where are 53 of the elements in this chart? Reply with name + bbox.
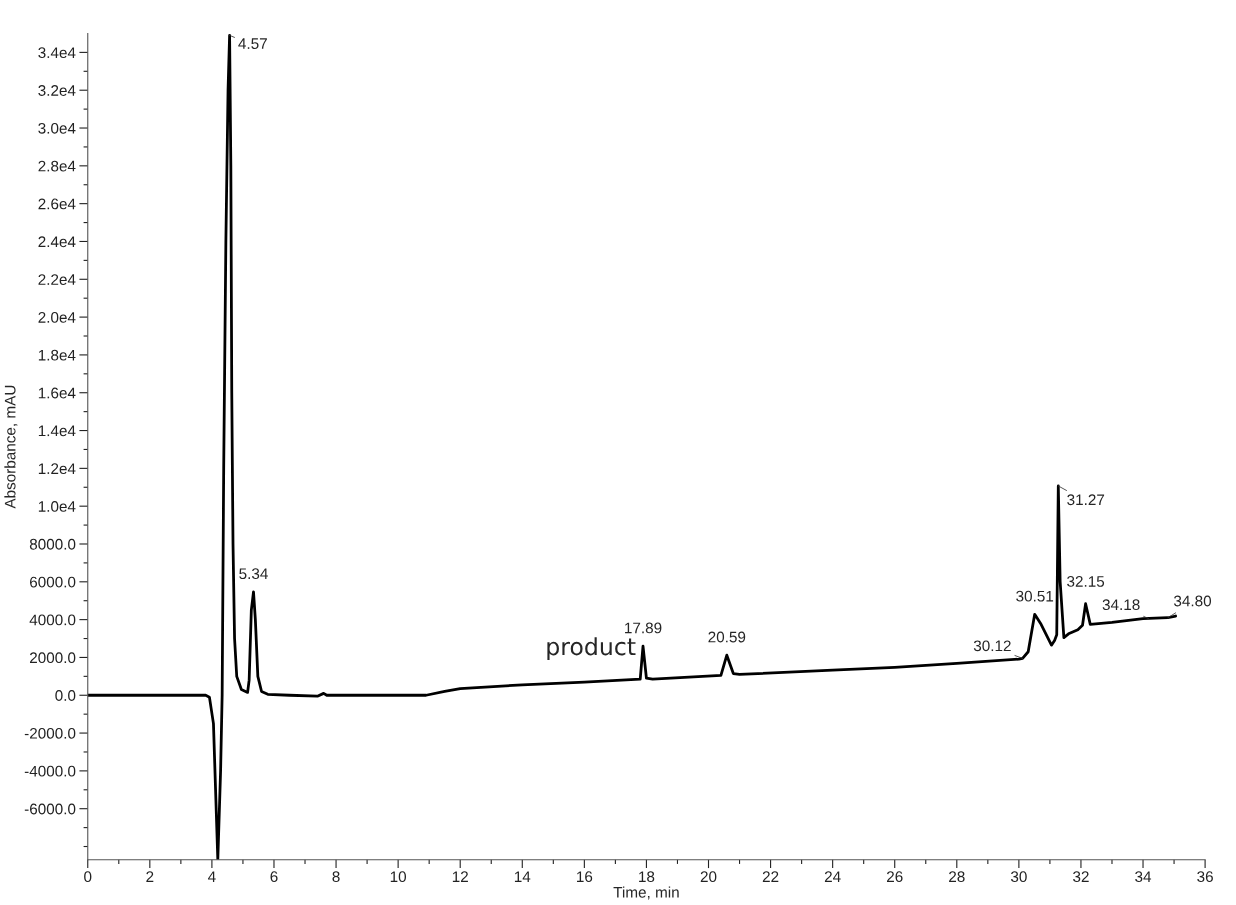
y-tick-label: 3.4e4: [38, 47, 76, 59]
annotation: 4.57: [238, 38, 267, 50]
x-tick-label: 4: [208, 871, 216, 882]
y-tick-label: 1.6e4: [38, 387, 76, 399]
x-tick-label: 32: [1073, 871, 1089, 883]
annotation: 32.15: [1067, 576, 1105, 587]
y-tick-label: 2.4e4: [38, 236, 76, 248]
x-tick-label: 0: [84, 871, 92, 883]
y-tick-label: 6000.0: [30, 576, 76, 588]
annotation: 20.59: [708, 631, 746, 643]
x-tick-label: 16: [577, 871, 593, 883]
y-axis-title: Absorbance, mAU: [4, 385, 18, 509]
x-tick-label: 14: [514, 871, 531, 882]
annotation: 17.89: [625, 622, 662, 634]
y-tick-label: 3.0e4: [38, 122, 76, 134]
x-tick-label: 24: [824, 871, 841, 882]
y-tick-label: 2.8e4: [38, 160, 76, 172]
annotation: 34.80: [1173, 595, 1212, 607]
y-tick-label: 3.2e4: [38, 85, 76, 96]
x-tick-label: 30: [1010, 871, 1027, 883]
x-tick-label: 2: [146, 871, 154, 882]
x-tick-label: 34: [1135, 871, 1152, 883]
annotation: 30.51: [1016, 590, 1054, 602]
annotation: product: [547, 637, 636, 660]
y-tick-label: 1.8e4: [38, 349, 76, 361]
y-tick-label: 2.2e4: [38, 274, 76, 285]
y-tick-label: -6000.0: [24, 803, 76, 815]
y-tick-label: -4000.0: [24, 765, 76, 777]
annotation: 30.12: [973, 640, 1011, 652]
y-tick-label: 2.6e4: [38, 198, 76, 210]
y-tick-label: 8000.0: [29, 538, 76, 550]
x-tick-label: 36: [1197, 871, 1213, 883]
x-tick-label: 6: [270, 871, 278, 883]
x-tick-label: 22: [762, 871, 779, 882]
x-tick-label: 18: [639, 871, 655, 883]
x-tick-label: 8: [332, 871, 340, 883]
x-tick-label: 20: [700, 871, 717, 883]
y-tick-label: 4000.0: [29, 614, 76, 626]
annotation: 5.34: [239, 568, 268, 580]
y-tick-label: 1.0e4: [38, 501, 76, 512]
y-tick-label: 1.2e4: [38, 463, 76, 475]
y-tick-label: 2.0e4: [38, 311, 76, 323]
y-tick-label: 2000.0: [30, 652, 76, 664]
x-axis-title: Time, min: [613, 886, 679, 900]
annotation: 31.27: [1067, 494, 1105, 506]
y-tick-label: 1.4e4: [38, 425, 76, 437]
x-tick-label: 28: [949, 871, 965, 883]
x-tick-label: 12: [452, 871, 468, 882]
x-tick-label: 26: [887, 871, 903, 883]
y-tick-label: -2000.0: [24, 727, 76, 739]
annotation: 34.18: [1102, 599, 1140, 611]
x-tick-label: 10: [390, 871, 407, 883]
y-tick-label: 0.0: [55, 690, 76, 701]
